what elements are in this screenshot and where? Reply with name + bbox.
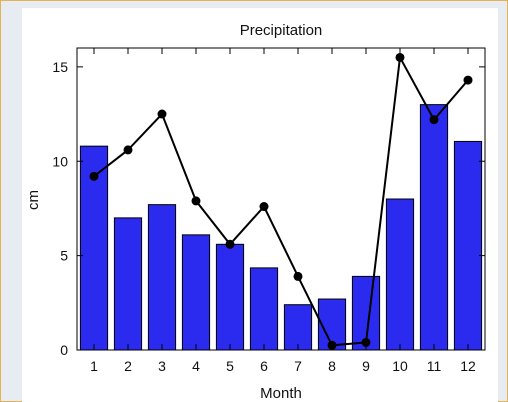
line-point-month-9 <box>361 337 371 347</box>
plot-area-border <box>76 47 486 351</box>
x-tick-label-8: 8 <box>328 358 336 374</box>
line-point-month-3 <box>157 109 167 119</box>
y-tick-label-5: 5 <box>60 248 68 264</box>
precipitation-line <box>93 54 469 347</box>
x-tick-label-1: 1 <box>90 358 98 374</box>
line-point-month-1 <box>89 171 99 181</box>
x-tick-label-12: 12 <box>460 358 476 374</box>
x-tick-label-4: 4 <box>192 358 200 374</box>
x-tick-label-3: 3 <box>158 358 166 374</box>
bar-month-12 <box>453 140 483 351</box>
y-tick-label-0: 0 <box>60 342 68 358</box>
bar-month-10 <box>385 198 415 351</box>
line-point-month-6 <box>259 202 269 212</box>
bar-month-11 <box>419 104 449 351</box>
bar-month-3 <box>147 204 177 351</box>
line-point-month-11 <box>429 115 439 125</box>
line-point-month-12 <box>463 75 473 85</box>
line-point-month-4 <box>191 196 201 206</box>
bar-month-4 <box>181 234 211 351</box>
line-point-month-5 <box>225 239 235 249</box>
line-point-month-10 <box>395 52 405 62</box>
x-tick-label-7: 7 <box>294 358 302 374</box>
y-axis-label: cm <box>25 190 42 210</box>
x-tick-label-2: 2 <box>124 358 132 374</box>
x-tick-label-11: 11 <box>427 358 442 374</box>
chart-title: Precipitation <box>240 22 323 39</box>
line-point-month-2 <box>123 145 133 155</box>
y-tick-label-10: 10 <box>52 153 68 169</box>
line-point-month-7 <box>293 271 303 281</box>
bar-month-6 <box>249 267 279 351</box>
bar-month-7 <box>283 304 313 351</box>
y-tick-label-15: 15 <box>52 59 68 75</box>
x-tick-label-5: 5 <box>226 358 234 374</box>
bar-month-2 <box>113 217 143 351</box>
x-axis-label: Month <box>260 385 302 402</box>
x-tick-label-9: 9 <box>362 358 370 374</box>
x-tick-label-10: 10 <box>392 358 408 374</box>
bar-month-5 <box>215 243 245 351</box>
x-tick-label-6: 6 <box>260 358 268 374</box>
